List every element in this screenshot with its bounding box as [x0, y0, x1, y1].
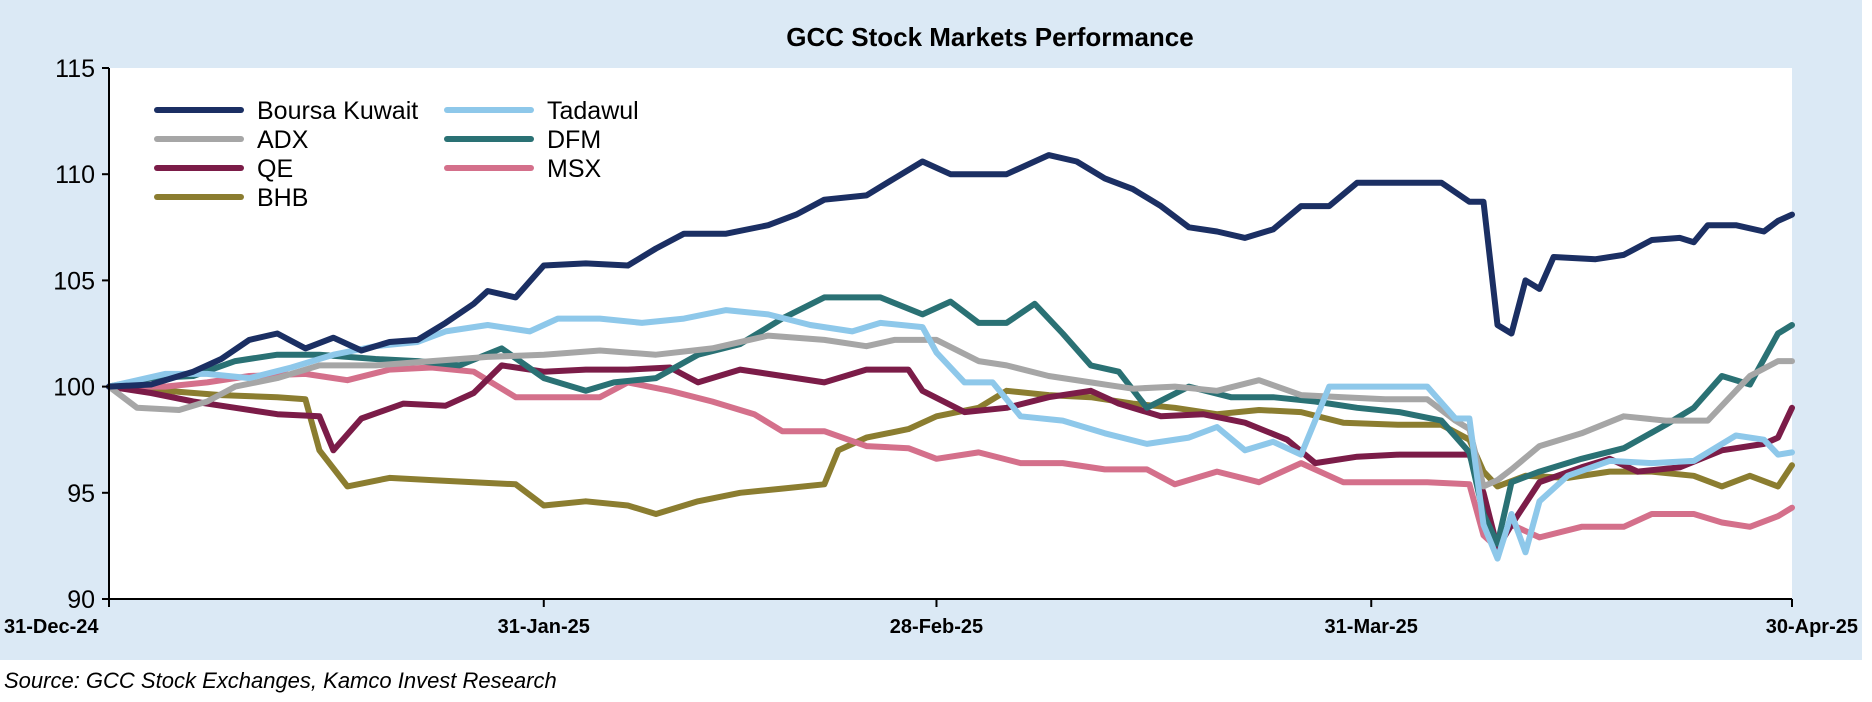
series-line-qe [106, 362, 1795, 551]
x-tick-label-31-jan-25: 31-Jan-25 [498, 616, 590, 638]
series-line-adx [106, 332, 1795, 490]
legend-label-msx: MSX [547, 155, 602, 183]
y-tick-label-95: 95 [67, 480, 95, 508]
x-tick-label-28-feb-25: 28-Feb-25 [890, 616, 983, 638]
axes-layer: 90 95 100 105 110 115 31-Dec-24 31-Jan-25 28-Feb… [4, 55, 1858, 638]
x-tick-label-31-dec-24: 31-Dec-24 [4, 616, 99, 638]
y-tick-label-115: 115 [55, 55, 95, 83]
x-tick-label-30-apr-25: 30-Apr-25 [1766, 616, 1858, 638]
legend-label-bhb: BHB [257, 184, 308, 212]
x-tick-label-31-mar-25: 31-Mar-25 [1325, 616, 1418, 638]
series-line-dfm [106, 294, 1795, 547]
series-line-boursa-kuwait [106, 152, 1795, 390]
series-layer [106, 152, 1795, 562]
chart: GCC Stock Markets Performance 90 95 100 105… [4, 22, 1858, 638]
y-tick-label-105: 105 [53, 267, 95, 295]
y-tick-label-100: 100 [53, 374, 95, 402]
plot-area [109, 68, 1792, 599]
source-note: Source: GCC Stock Exchanges, Kamco Inves… [4, 668, 557, 693]
legend-label-qe: QE [257, 155, 293, 183]
series-line-tadawul [106, 307, 1795, 562]
series-line-msx [106, 364, 1795, 551]
legend-label-tadawul: Tadawul [547, 97, 639, 125]
legend-label-dfm: DFM [547, 126, 601, 154]
y-tick-label-110: 110 [55, 161, 95, 189]
legend-label-adx: ADX [257, 126, 309, 154]
legend-label-boursa-kuwait: Boursa Kuwait [257, 97, 418, 125]
y-tick-label-90: 90 [67, 586, 95, 614]
legend: Boursa Kuwait Tadawul ADX DFM QE MSX BHB [154, 97, 639, 212]
chart-title: GCC Stock Markets Performance [786, 22, 1193, 52]
